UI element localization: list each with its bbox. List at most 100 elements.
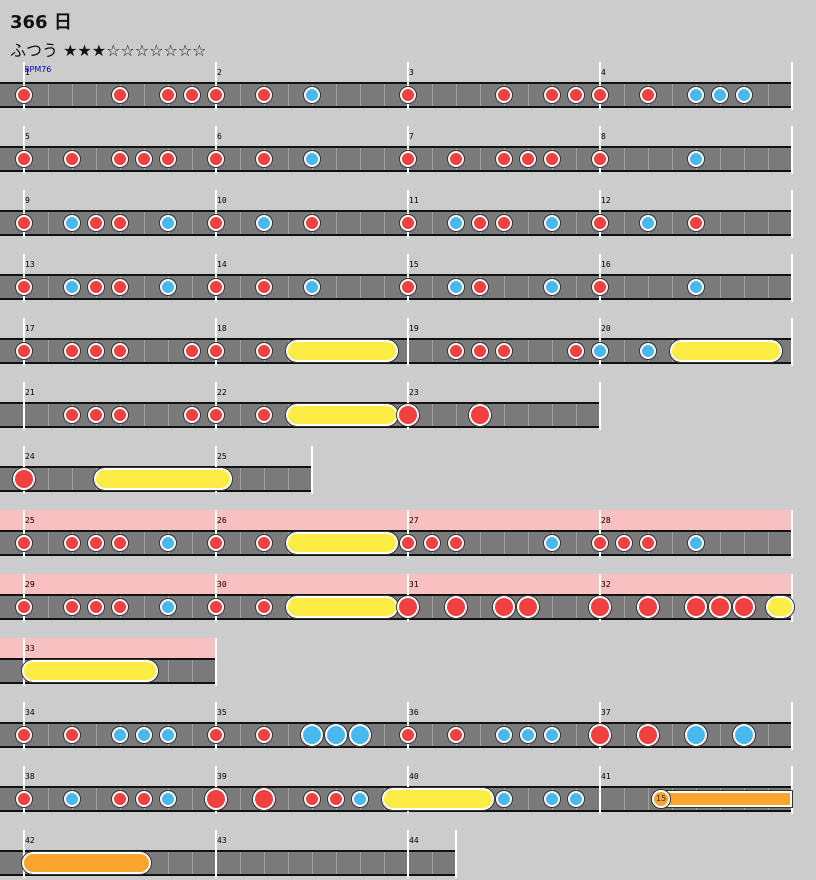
measure-number: 3: [409, 68, 414, 77]
don-note: [16, 791, 32, 807]
don-note: [112, 151, 128, 167]
don-note: [88, 407, 104, 423]
note-lane: [0, 210, 792, 236]
measure-line: [23, 382, 25, 430]
ka-note: [160, 279, 176, 295]
don-note: [112, 279, 128, 295]
beat-line: [48, 148, 49, 170]
measure-line: [311, 446, 313, 494]
don-note: [208, 279, 224, 295]
big-ka-note: [301, 724, 323, 746]
measure-line: [23, 190, 25, 238]
don-note: [208, 727, 224, 743]
measure-number: 28: [601, 516, 611, 525]
measure-line: [23, 254, 25, 302]
measure-line: [23, 830, 25, 878]
beat-line: [528, 340, 529, 362]
don-note: [16, 151, 32, 167]
don-note: [256, 727, 272, 743]
beat-line: [528, 404, 529, 426]
measure-number: 6: [217, 132, 222, 141]
measure-number: 35: [217, 708, 227, 717]
beat-line: [576, 212, 577, 234]
measure-line: [215, 62, 217, 110]
don-note: [568, 343, 584, 359]
beat-line: [456, 84, 457, 106]
don-note: [16, 215, 32, 231]
beat-line: [48, 404, 49, 426]
don-note: [136, 791, 152, 807]
beat-line: [48, 468, 49, 490]
beat-line: [624, 276, 625, 298]
don-note: [400, 87, 416, 103]
don-note: [64, 599, 80, 615]
measure-number: 23: [409, 388, 419, 397]
beat-line: [432, 84, 433, 106]
ka-note: [544, 727, 560, 743]
beat-line: [360, 148, 361, 170]
beat-line: [432, 212, 433, 234]
don-note: [328, 791, 344, 807]
don-note: [16, 599, 32, 615]
measure-number: 17: [25, 324, 35, 333]
beat-line: [192, 212, 193, 234]
ka-note: [544, 535, 560, 551]
don-note: [256, 279, 272, 295]
don-note: [592, 215, 608, 231]
beat-line: [768, 532, 769, 554]
beat-line: [504, 276, 505, 298]
drumroll-note: [766, 596, 794, 618]
bpm-label: BPM76: [24, 65, 52, 74]
big-don-note: [733, 596, 755, 618]
don-note: [496, 151, 512, 167]
measure-line: [215, 830, 217, 878]
measure-line: [407, 254, 409, 302]
don-note: [496, 215, 512, 231]
ka-note: [712, 87, 728, 103]
beat-line: [576, 148, 577, 170]
don-note: [112, 407, 128, 423]
big-don-note: [469, 404, 491, 426]
beat-line: [288, 148, 289, 170]
big-don-note: [253, 788, 275, 810]
beat-line: [192, 788, 193, 810]
ka-note: [64, 279, 80, 295]
ka-note: [448, 279, 464, 295]
don-note: [472, 215, 488, 231]
ka-note: [160, 215, 176, 231]
measure-number: 31: [409, 580, 419, 589]
measure-line: [599, 62, 601, 110]
gogo-band: [0, 574, 792, 594]
song-title: 366 日: [10, 12, 72, 33]
beat-line: [432, 340, 433, 362]
ka-note: [304, 279, 320, 295]
measure-line: [215, 574, 217, 622]
measure-line: [791, 574, 793, 622]
drumroll-note: [286, 404, 398, 426]
measure-line: [791, 318, 793, 366]
beat-line: [480, 84, 481, 106]
don-note: [208, 599, 224, 615]
beat-line: [552, 596, 553, 618]
ka-note: [448, 215, 464, 231]
beat-line: [240, 340, 241, 362]
beat-line: [576, 276, 577, 298]
difficulty-label: ふつう ★★★☆☆☆☆☆☆☆: [10, 41, 207, 60]
ka-note: [496, 791, 512, 807]
note-lane: [0, 722, 792, 748]
beat-line: [480, 532, 481, 554]
ka-note: [64, 791, 80, 807]
don-note: [592, 151, 608, 167]
beat-line: [720, 212, 721, 234]
measure-number: 19: [409, 324, 419, 333]
balloon-count: 15: [656, 794, 667, 803]
don-note: [496, 343, 512, 359]
measure-number: 18: [217, 324, 227, 333]
gogo-band: [0, 510, 792, 530]
measure-number: 32: [601, 580, 611, 589]
beat-line: [192, 852, 193, 874]
measure-number: 7: [409, 132, 414, 141]
measure-line: [599, 190, 601, 238]
measure-number: 34: [25, 708, 35, 717]
measure-line: [23, 638, 25, 686]
